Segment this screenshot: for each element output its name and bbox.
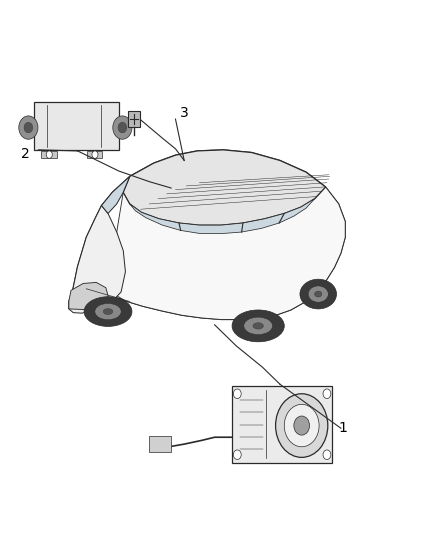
Circle shape (323, 389, 331, 399)
Ellipse shape (95, 303, 121, 320)
Ellipse shape (308, 286, 328, 302)
Circle shape (294, 416, 310, 435)
Ellipse shape (253, 322, 263, 329)
Circle shape (284, 405, 319, 447)
Polygon shape (69, 282, 110, 310)
Ellipse shape (314, 291, 322, 297)
Circle shape (323, 450, 331, 459)
Ellipse shape (103, 309, 113, 314)
Circle shape (118, 122, 127, 133)
FancyBboxPatch shape (128, 111, 141, 127)
Circle shape (233, 389, 241, 399)
Polygon shape (69, 206, 125, 313)
Ellipse shape (244, 317, 272, 335)
FancyBboxPatch shape (42, 151, 57, 158)
Circle shape (46, 151, 52, 158)
Circle shape (276, 394, 328, 457)
Polygon shape (123, 150, 325, 225)
Circle shape (24, 122, 33, 133)
Circle shape (19, 116, 38, 139)
FancyBboxPatch shape (232, 386, 332, 463)
Ellipse shape (300, 279, 336, 309)
Text: 3: 3 (180, 106, 188, 120)
Circle shape (92, 151, 98, 158)
FancyBboxPatch shape (87, 151, 102, 158)
Circle shape (233, 450, 241, 459)
Ellipse shape (232, 310, 284, 342)
Ellipse shape (84, 297, 132, 326)
Text: 2: 2 (21, 147, 30, 161)
Circle shape (113, 116, 132, 139)
FancyBboxPatch shape (34, 102, 119, 150)
Polygon shape (130, 199, 315, 233)
Polygon shape (102, 176, 130, 214)
FancyBboxPatch shape (149, 436, 171, 452)
Text: 1: 1 (339, 421, 347, 435)
Polygon shape (117, 187, 345, 319)
Polygon shape (69, 150, 345, 319)
